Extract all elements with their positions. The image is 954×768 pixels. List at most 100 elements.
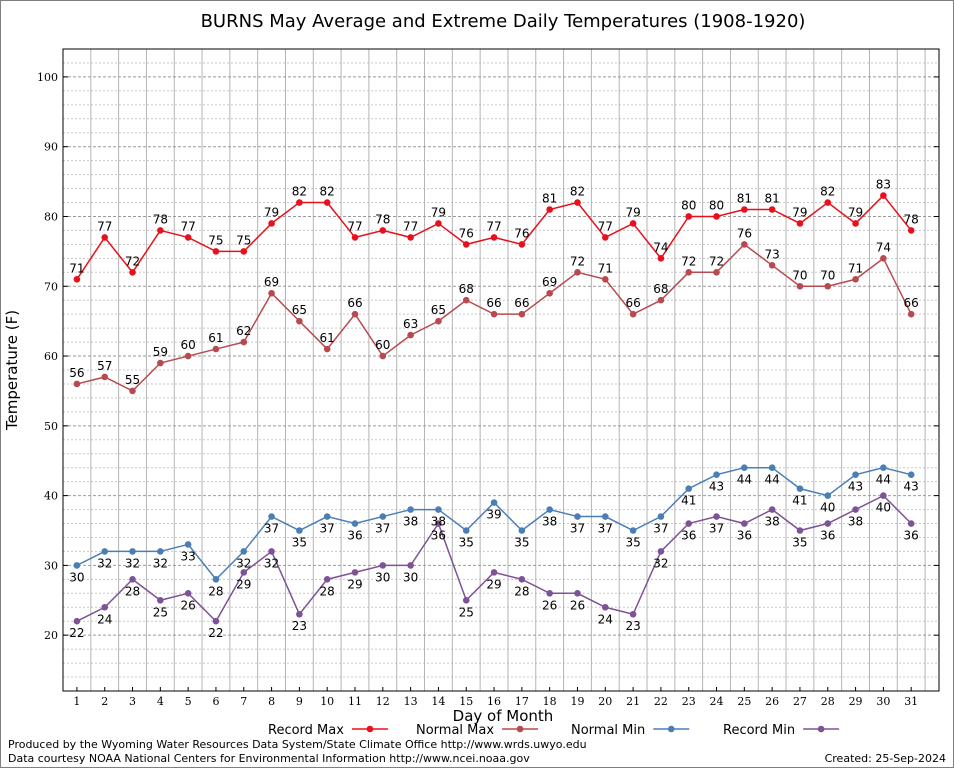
record-max-point (490, 234, 498, 241)
record-min-point (184, 590, 192, 597)
record-min-point (768, 506, 776, 513)
record-min-point (685, 520, 693, 527)
x-tick-label: 4 (157, 695, 164, 708)
record-max-point (268, 220, 275, 227)
normal-max-data-label: 72 (681, 254, 696, 268)
normal-max-data-label: 55 (125, 373, 140, 387)
y-tick-label: 80 (44, 210, 58, 223)
record-max-point (657, 255, 665, 262)
normal-max-point (184, 352, 192, 360)
record-min-point (379, 562, 387, 569)
series-layer (73, 192, 915, 625)
record-min-point (824, 520, 832, 527)
normal-max-data-label: 56 (69, 366, 84, 380)
normal-min-data-label: 32 (153, 556, 168, 570)
normal-max-point (768, 262, 776, 269)
record-min-data-label: 29 (486, 577, 501, 591)
x-tick-label: 16 (487, 695, 501, 708)
record-min-data-label: 36 (681, 529, 696, 543)
normal-max-point (657, 296, 665, 304)
normal-min-point (101, 548, 109, 555)
normal-min-data-label: 35 (459, 536, 474, 550)
normal-min-data-label: 37 (375, 522, 390, 536)
x-axis-label: Day of Month (453, 707, 554, 725)
normal-max-point (490, 310, 498, 318)
x-tick-label: 31 (904, 695, 918, 708)
normal-min-data-label: 38 (431, 515, 446, 529)
record-max-data-label: 82 (292, 185, 307, 199)
record-min-data-label: 22 (69, 626, 84, 640)
record-max-point (184, 234, 192, 241)
record-max-data-label: 79 (264, 205, 279, 219)
normal-min-data-label: 38 (403, 515, 418, 529)
normal-min-data-label: 32 (236, 556, 251, 570)
record-max-point (796, 220, 804, 227)
normal-min-point (296, 527, 303, 534)
normal-min-point (73, 562, 81, 569)
normal-max-data-label: 68 (653, 282, 668, 296)
x-tick-label: 17 (515, 695, 529, 708)
record-min-point (629, 610, 637, 618)
record-max-data-label: 81 (542, 192, 557, 206)
record-max-data-label: 77 (347, 219, 362, 233)
record-max-point (157, 227, 164, 234)
normal-min-point (657, 513, 665, 520)
record-min-point (546, 590, 553, 597)
x-tick-label: 19 (570, 695, 584, 708)
record-max-point (212, 248, 220, 255)
record-min-point (296, 610, 303, 618)
normal-max-data-label: 60 (375, 338, 390, 352)
normal-min-point (351, 520, 359, 527)
normal-min-data-label: 32 (97, 556, 112, 570)
record-max-data-label: 77 (181, 219, 196, 233)
record-min-data-label: 28 (125, 584, 140, 598)
record-min-data-label: 29 (347, 577, 362, 591)
normal-max-point (462, 296, 470, 304)
record-max-data-label: 82 (320, 185, 335, 199)
plot-area-border (62, 48, 940, 692)
x-tick-label: 2 (101, 695, 108, 708)
y-tick-label: 30 (44, 559, 58, 572)
record-min-data-label: 23 (292, 619, 307, 633)
normal-max-data-label: 61 (320, 331, 335, 345)
record-min-data-label: 36 (737, 529, 752, 543)
normal-max-point (685, 269, 693, 276)
normal-max-point (546, 289, 553, 297)
normal-max-data-label: 62 (236, 324, 251, 338)
record-max-data-label: 78 (153, 212, 168, 226)
record-max-point (685, 213, 693, 220)
record-min-point (462, 596, 470, 604)
x-tick-label: 1 (73, 695, 80, 708)
normal-max-data-label: 66 (486, 296, 501, 310)
record-max-data-label: 80 (681, 198, 696, 212)
record-max-legend-marker (366, 725, 374, 733)
record-max-data-label: 76 (514, 226, 529, 240)
normal-max-point (435, 317, 442, 325)
record-min-point (741, 520, 748, 527)
record-min-point (268, 548, 275, 555)
record-max-data-label: 74 (653, 240, 668, 254)
chart-title: BURNS May Average and Extreme Daily Temp… (201, 11, 806, 32)
record-max-data-label: 82 (820, 185, 835, 199)
normal-max-data-label: 59 (153, 345, 168, 359)
normal-max-point (323, 345, 331, 353)
record-max-data-label: 81 (765, 192, 780, 206)
normal-max-point (574, 269, 581, 276)
record-min-data-label: 28 (320, 584, 335, 598)
normal-max-data-label: 70 (820, 268, 835, 282)
record-max-point (741, 206, 748, 213)
normal-max-data-label: 69 (542, 275, 557, 289)
x-tick-label: 13 (404, 695, 418, 708)
record-max-point (101, 234, 109, 241)
normal-min-point (629, 527, 637, 534)
record-min-data-label: 40 (876, 501, 891, 515)
normal-min-data-label: 32 (125, 556, 140, 570)
normal-min-data-label: 41 (681, 494, 696, 508)
x-tick-label: 30 (876, 695, 890, 708)
record-min-data-label: 38 (765, 515, 780, 529)
record-max-data-label: 77 (403, 219, 418, 233)
x-tick-label: 6 (212, 695, 219, 708)
normal-max-point (824, 282, 832, 290)
normal-min-point (490, 499, 498, 506)
